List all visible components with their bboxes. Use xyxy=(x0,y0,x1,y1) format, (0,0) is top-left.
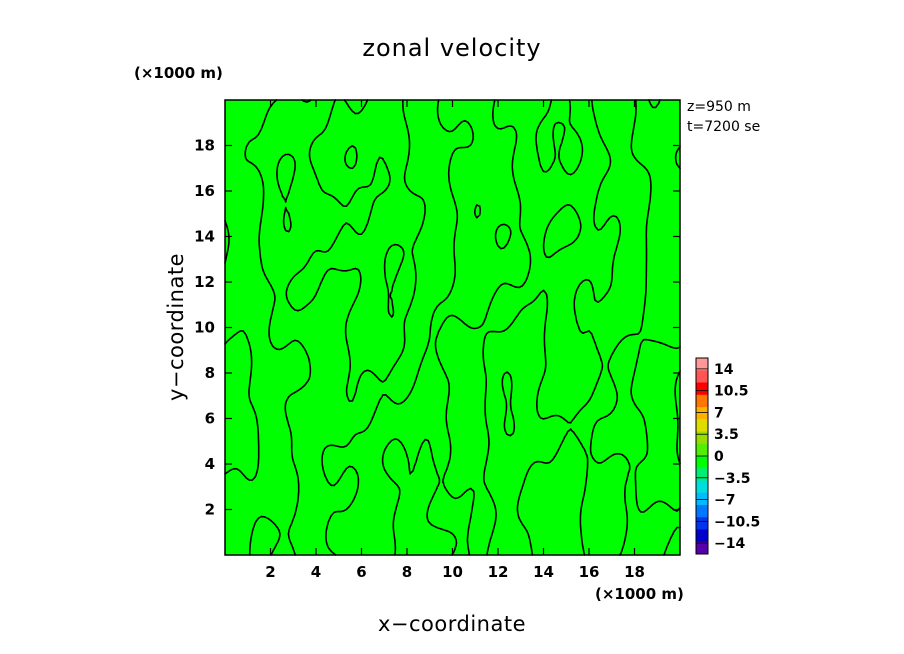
colorbar-label: 0 xyxy=(714,449,724,465)
colorbar-swatch xyxy=(696,394,708,408)
x-unit-label: (×1000 m) xyxy=(595,585,684,603)
contour-lines xyxy=(224,99,681,556)
colorbar-swatch xyxy=(696,480,708,494)
colorbar-label: 14 xyxy=(714,362,734,378)
y-tick-label: 6 xyxy=(205,410,215,428)
y-tick-label: 10 xyxy=(194,319,215,337)
axis-ticks: 2 4 6 8 10 12 14 16 18 2 4 6 8 10 12 14 16 18 xyxy=(194,100,680,581)
x-tick-label: 14 xyxy=(533,563,554,581)
x-axis-label: x−coordinate xyxy=(378,612,526,636)
y-tick-label: 18 xyxy=(194,137,215,155)
colorbar-swatch xyxy=(696,431,708,445)
colorbar-swatch xyxy=(696,517,708,530)
y-tick-label: 8 xyxy=(205,364,215,382)
x-tick-label: 18 xyxy=(624,563,645,581)
x-tick-label: 16 xyxy=(579,563,600,581)
colorbar-label: 3.5 xyxy=(714,427,739,443)
x-tick-label: 10 xyxy=(442,563,463,581)
y-tick-label: 12 xyxy=(194,273,215,291)
colorbar-label: −10.5 xyxy=(714,514,760,530)
y-unit-label: (×1000 m) xyxy=(134,64,223,82)
x-tick-label: 4 xyxy=(311,563,321,581)
colorbar-swatch xyxy=(696,370,708,383)
info-z: z=950 m xyxy=(687,99,751,115)
colorbar-swatch xyxy=(696,358,708,371)
x-tick-label: 12 xyxy=(488,563,509,581)
y-tick-label: 16 xyxy=(194,182,215,200)
colorbar-label: −7 xyxy=(714,493,735,509)
colorbar-swatch xyxy=(696,456,708,469)
colorbar-label: −14 xyxy=(714,536,745,552)
y-tick-label: 14 xyxy=(194,228,215,246)
colorbar-swatch xyxy=(696,541,708,555)
plot-area xyxy=(224,99,681,556)
x-tick-label: 8 xyxy=(402,563,412,581)
colorbar-label: 10.5 xyxy=(714,384,749,400)
y-axis-label: y−coordinate xyxy=(164,253,188,401)
y-tick-label: 2 xyxy=(205,501,215,519)
colorbar-swatch xyxy=(696,407,708,420)
plot-background xyxy=(225,100,680,555)
zero-contour xyxy=(224,99,681,556)
colorbar-swatch xyxy=(696,468,708,481)
x-tick-label: 2 xyxy=(265,563,275,581)
colorbar-swatch xyxy=(696,492,708,506)
colorbar-swatch xyxy=(696,419,708,432)
colorbar-label: −3.5 xyxy=(714,471,751,487)
colorbar-swatch xyxy=(696,505,708,518)
chart-title: zonal velocity xyxy=(362,34,541,62)
colorbar-swatch xyxy=(696,443,708,457)
colorbar-label: 7 xyxy=(714,405,724,421)
colorbar: 14 10.5 7 3.5 0 −3.5 −7 −10.5 −14 xyxy=(695,357,760,555)
x-tick-label: 6 xyxy=(356,563,366,581)
info-t: t=7200 se xyxy=(687,119,760,135)
colorbar-swatch xyxy=(696,529,708,543)
y-tick-label: 4 xyxy=(205,455,215,473)
colorbar-swatch xyxy=(696,382,708,396)
